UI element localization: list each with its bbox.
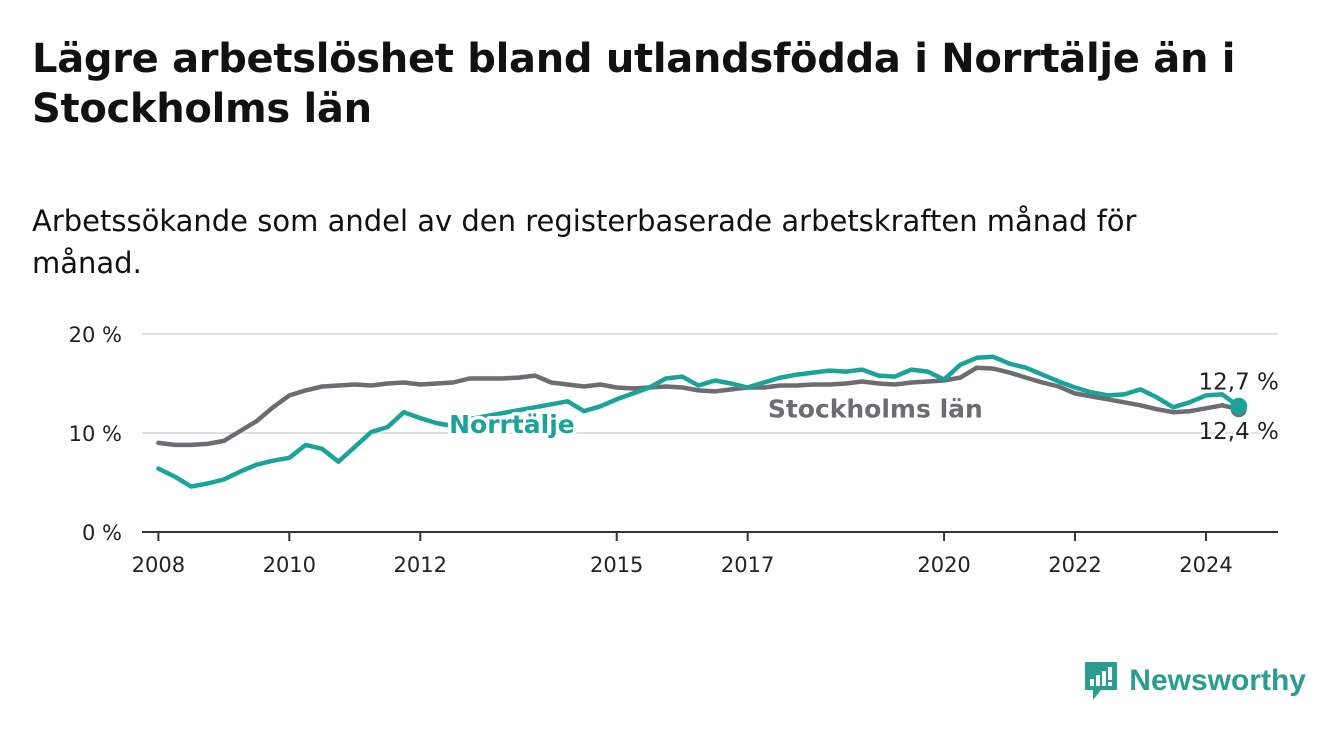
end-point-norrtälje [1230,397,1248,415]
x-tick-label: 2008 [132,553,185,577]
grid-layer: 0 % 10 % 20 % 2008 2010 2012 2015 2017 2020 2022 2… [69,323,1278,577]
series-line-norrtälje [156,354,1241,489]
chart-title: Lägre arbetslöshet bland utlandsfödda i … [32,36,1236,132]
series-labels: Norrtälje Stockholms län 12,7 % 12,4 % [446,367,1282,448]
brand-name: Newsworthy [1129,664,1306,697]
x-tick-label: 2022 [1048,553,1101,577]
x-tick-label: 2024 [1179,553,1232,577]
y-tick-label: 0 % [82,521,122,545]
y-tick-label: 10 % [69,422,122,446]
end-value-label: 12,4 % [1199,419,1279,445]
y-tick-label: 20 % [69,323,122,347]
series-name-label: Norrtälje [449,410,575,439]
x-tick-label: 2017 [721,553,774,577]
chart-subtitle: Arbetssökande som andel av den registerb… [32,204,1137,280]
line-chart: 0 % 10 % 20 % 2008 2010 2012 2015 2017 2020 2022 2… [68,323,1282,577]
series-line-stockholms-län [156,365,1241,448]
brand[interactable]: Newsworthy [1083,660,1306,702]
newsworthy-logo-icon [1085,662,1118,700]
series-lines [156,354,1248,489]
x-tick-label: 2015 [590,553,643,577]
end-value-label: 12,7 % [1199,369,1279,395]
series-name-label: Stockholms län [768,394,983,423]
x-tick-label: 2012 [394,553,447,577]
x-tick-label: 2010 [263,553,316,577]
x-tick-label: 2020 [917,553,970,577]
